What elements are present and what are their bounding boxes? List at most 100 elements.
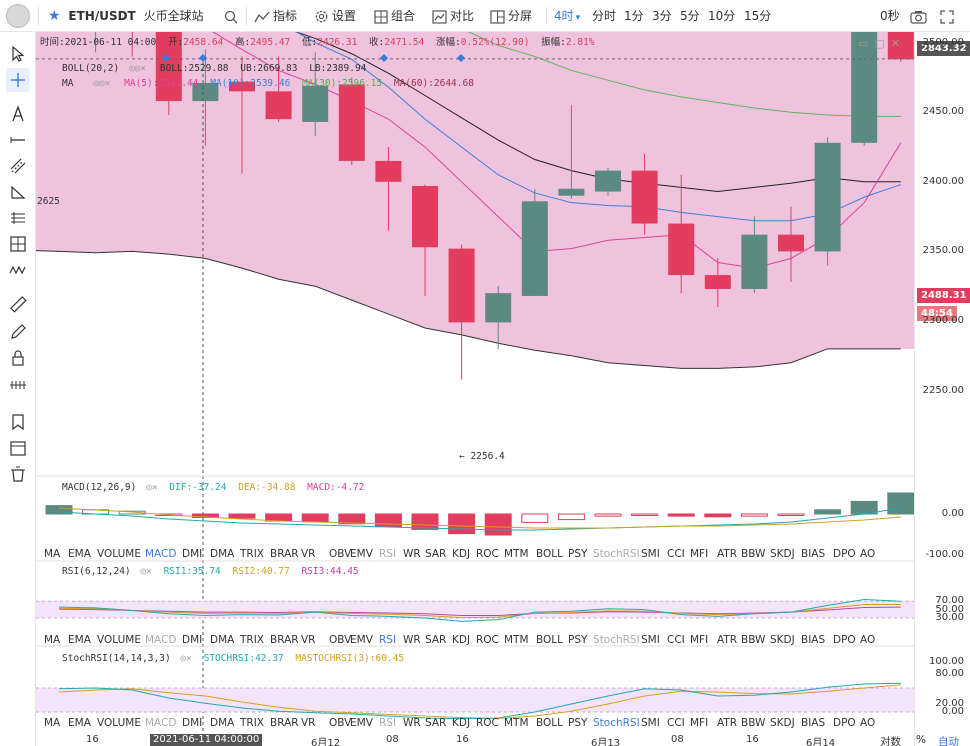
indicator-tab-macd[interactable]: MACD <box>145 717 177 729</box>
auto-scale-toggle[interactable]: 自动 <box>938 736 959 746</box>
indicator-tab-boll[interactable]: BOLL <box>536 548 563 560</box>
triangle-tool-icon[interactable] <box>6 180 30 204</box>
interval-option[interactable]: 分时 <box>592 9 617 23</box>
pencil-icon[interactable] <box>6 320 30 344</box>
indicator-tab-cci[interactable]: CCI <box>667 548 685 560</box>
indicator-tab-psy[interactable]: PSY <box>568 634 588 646</box>
restore-icon[interactable]: ▭ <box>858 37 869 50</box>
indicator-tab-obv[interactable]: OBV <box>329 548 352 560</box>
indicator-tab-stochrsi[interactable]: StochRSI <box>593 548 640 560</box>
indicator-tab-skdj[interactable]: SKDJ <box>770 548 795 560</box>
indicator-tab-boll[interactable]: BOLL <box>536 717 563 729</box>
indicator-tab-brar[interactable]: BRAR <box>270 634 299 646</box>
interval-option[interactable]: 1分 <box>624 9 644 23</box>
lock-icon[interactable] <box>6 346 30 370</box>
indicator-tab-bias[interactable]: BIAS <box>801 548 826 560</box>
indicator-tab-ao[interactable]: AO <box>860 634 876 646</box>
indicator-tab-smi[interactable]: SMI <box>641 717 660 729</box>
indicator-tab-dmi[interactable]: DMI <box>182 548 203 560</box>
trash-icon[interactable] <box>6 462 30 486</box>
indicator-tab-brar[interactable]: BRAR <box>270 548 299 560</box>
indicator-tab-bias[interactable]: BIAS <box>801 634 826 646</box>
settings-small-icon[interactable]: ◎ <box>180 653 187 664</box>
indicator-tab-mtm[interactable]: MTM <box>504 548 529 560</box>
maximize-icon[interactable]: ▢ <box>874 37 885 50</box>
indicator-tab-mtm[interactable]: MTM <box>504 717 529 729</box>
settings-small-icon[interactable]: ◎ <box>146 482 152 493</box>
indicator-tab-dpo[interactable]: DPO <box>833 634 856 646</box>
text-tool-icon[interactable] <box>6 102 30 126</box>
indicator-tab-stochrsi[interactable]: StochRSI <box>593 634 640 646</box>
indicator-tab-mfi[interactable]: MFI <box>690 634 709 646</box>
price-axis[interactable]: 2843.32 2488.31 48:54 2800.002750.002700… <box>914 32 970 746</box>
indicator-tab-sar[interactable]: SAR <box>425 548 447 560</box>
indicator-tab-vr[interactable]: VR <box>301 717 316 729</box>
settings-small-icon[interactable]: ◎ <box>98 78 105 89</box>
indicator-tab-kdj[interactable]: KDJ <box>452 634 471 646</box>
indicator-tab-wr[interactable]: WR <box>403 634 421 646</box>
indicator-tab-mtm[interactable]: MTM <box>504 634 529 646</box>
horizontal-ray-icon[interactable] <box>6 128 30 152</box>
close-icon[interactable]: ✕ <box>890 37 901 50</box>
indicator-tab-obv[interactable]: OBV <box>329 717 352 729</box>
indicator-tab-sar[interactable]: SAR <box>425 717 447 729</box>
indicator-tab-wr[interactable]: WR <box>403 717 421 729</box>
crosshair-icon[interactable] <box>6 68 30 92</box>
indicator-tab-skdj[interactable]: SKDJ <box>770 717 795 729</box>
indicator-tab-volume[interactable]: VOLUME <box>97 634 141 646</box>
indicator-tab-bbw[interactable]: BBW <box>741 634 766 646</box>
indicator-tab-psy[interactable]: PSY <box>568 548 588 560</box>
measure-icon[interactable] <box>6 372 30 396</box>
indicator-tab-emv[interactable]: EMV <box>350 717 373 729</box>
cursor-arrow-icon[interactable] <box>6 42 30 66</box>
bookmark-icon[interactable] <box>6 410 30 434</box>
star-icon[interactable]: ★ <box>48 8 61 24</box>
indicator-tab-vr[interactable]: VR <box>301 634 316 646</box>
indicator-tab-atr[interactable]: ATR <box>717 548 738 560</box>
indicator-tab-psy[interactable]: PSY <box>568 717 588 729</box>
log-scale-toggle[interactable]: 对数 <box>880 736 901 746</box>
parallel-lines-icon[interactable] <box>6 154 30 178</box>
interval-selector[interactable]: 4时 ▾ <box>554 0 580 32</box>
settings-small-icon[interactable]: ◎ <box>140 566 147 577</box>
close-icon[interactable]: ✕ <box>151 482 158 493</box>
indicator-tab-rsi[interactable]: RSI <box>379 548 397 560</box>
indicator-tab-smi[interactable]: SMI <box>641 548 660 560</box>
indicator-tab-dmi[interactable]: DMI <box>182 634 203 646</box>
indicator-tab-sar[interactable]: SAR <box>425 634 447 646</box>
indicator-tab-wr[interactable]: WR <box>403 548 421 560</box>
indicator-tab-emv[interactable]: EMV <box>350 634 373 646</box>
indicator-tab-cci[interactable]: CCI <box>667 634 685 646</box>
indicator-tab-boll[interactable]: BOLL <box>536 634 563 646</box>
indicator-tab-dma[interactable]: DMA <box>210 634 235 646</box>
time-axis[interactable]: 16 6月12 08 16 6月13 08 16 6月14 <box>36 733 914 746</box>
interval-option[interactable]: 10分 <box>708 9 736 23</box>
indicator-tab-bias[interactable]: BIAS <box>801 717 826 729</box>
indicator-tab-dmi[interactable]: DMI <box>182 717 203 729</box>
indicator-tab-kdj[interactable]: KDJ <box>452 548 471 560</box>
indicator-tab-trix[interactable]: TRIX <box>240 548 264 560</box>
indicator-tab-emv[interactable]: EMV <box>350 548 373 560</box>
wave-tool-icon[interactable] <box>6 258 30 282</box>
indicator-tab-trix[interactable]: TRIX <box>240 717 264 729</box>
search-icon[interactable] <box>224 0 241 32</box>
indicator-tab-bbw[interactable]: BBW <box>741 548 766 560</box>
close-icon[interactable]: ✕ <box>146 566 152 577</box>
interval-option[interactable]: 5分 <box>680 9 700 23</box>
indicator-tab-roc[interactable]: ROC <box>476 717 499 729</box>
indicator-tab-macd[interactable]: MACD <box>145 634 177 646</box>
indicator-tab-kdj[interactable]: KDJ <box>452 717 471 729</box>
close-icon[interactable]: ✕ <box>104 78 111 89</box>
indicator-tab-atr[interactable]: ATR <box>717 717 738 729</box>
calendar-icon[interactable] <box>6 436 30 460</box>
indicator-tab-ema[interactable]: EMA <box>68 717 91 729</box>
indicator-tab-dpo[interactable]: DPO <box>833 717 856 729</box>
indicator-tab-vr[interactable]: VR <box>301 548 316 560</box>
indicator-tab-macd[interactable]: MACD <box>145 548 177 560</box>
interval-option[interactable]: 15分 <box>744 9 772 23</box>
settings-button[interactable]: 设置 <box>314 0 356 32</box>
indicator-tab-dma[interactable]: DMA <box>210 548 235 560</box>
indicator-tab-skdj[interactable]: SKDJ <box>770 634 795 646</box>
indicator-tab-obv[interactable]: OBV <box>329 634 352 646</box>
indicator-tab-stochrsi[interactable]: StochRSI <box>593 717 640 729</box>
